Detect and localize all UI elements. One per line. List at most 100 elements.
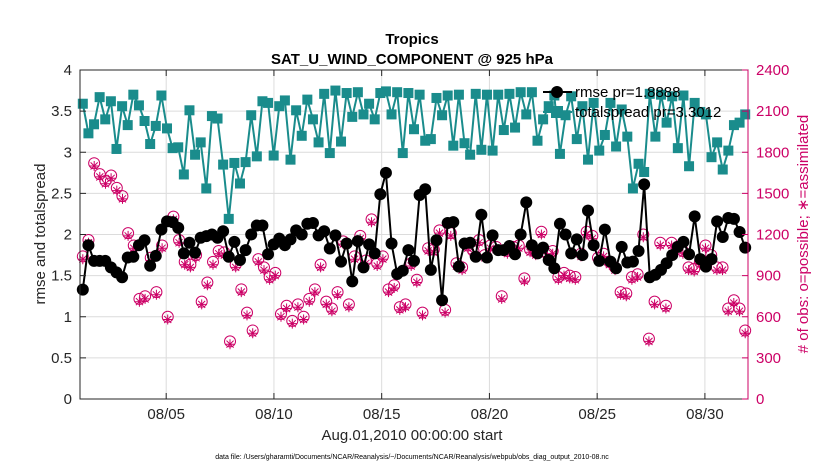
rmse-point	[127, 250, 140, 263]
assimilated-obs-point	[485, 243, 496, 254]
totalspread-point	[386, 109, 397, 120]
assimilated-obs-point	[383, 287, 394, 298]
totalspread-point	[100, 114, 111, 125]
totalspread-point	[571, 134, 582, 145]
rmse-point	[727, 212, 740, 225]
totalspread-point	[167, 143, 178, 154]
axes: 08/05 08/10 08/15 08/20 08/25 08/30 0 0.5 1 1.5 2 2…	[51, 62, 789, 423]
totalspread-point	[431, 92, 442, 103]
totalspread-point	[178, 169, 189, 180]
assimilated-obs-point	[649, 299, 660, 310]
totalspread-point	[330, 85, 341, 96]
rmse-point	[177, 247, 190, 260]
assimilated-obs-point	[304, 296, 315, 307]
y-axis-right-label: # of obs: o=possible; ∗=assimilated	[795, 115, 812, 354]
assimilated-obs-point	[632, 272, 643, 282]
totalspread-point	[678, 90, 689, 101]
assimilated-obs-point	[94, 171, 105, 182]
assimilated-obs-point	[366, 217, 377, 228]
totalspread-point	[510, 122, 521, 133]
assimilated-obs-point	[626, 274, 637, 285]
rmse-point	[76, 283, 89, 296]
totalspread-point	[515, 87, 526, 98]
totalspread-point	[206, 111, 217, 122]
assimilated-obs-point	[106, 173, 117, 184]
assimilated-obs-point	[643, 336, 654, 347]
rmse-point	[340, 237, 353, 250]
totalspread-point	[672, 143, 683, 154]
totalspread-point	[307, 114, 318, 125]
rmse-point	[739, 241, 752, 254]
totalspread-point	[717, 164, 728, 175]
totalspread-point	[532, 135, 543, 146]
assimilated-obs-point	[440, 307, 451, 318]
assimilated-obs-point	[700, 243, 711, 254]
rmse-point	[323, 242, 336, 255]
y-right-tick-label: 1500	[756, 185, 789, 202]
assimilated-obs-point	[372, 261, 383, 271]
totalspread-point	[459, 138, 470, 149]
y-left-tick-label: 1	[64, 309, 72, 326]
rmse-point	[683, 248, 696, 261]
totalspread-point	[504, 88, 515, 99]
rmse-point	[351, 235, 364, 248]
totalspread-point	[162, 123, 173, 134]
totalspread-point	[684, 161, 695, 172]
assimilated-obs-point	[151, 289, 162, 300]
rmse-point	[357, 261, 370, 274]
assimilated-obs-point	[423, 245, 434, 256]
totalspread-point	[324, 148, 335, 159]
rmse-point	[233, 253, 246, 266]
totalspread-point	[274, 101, 285, 112]
assimilated-obs-point	[298, 314, 309, 325]
assimilated-obs-point	[474, 237, 485, 248]
rmse-point	[239, 244, 252, 257]
assimilated-obs-point	[111, 185, 122, 196]
assimilated-obs-point	[196, 299, 207, 310]
assimilated-obs-point	[292, 302, 303, 313]
assimilated-obs-point	[230, 262, 241, 273]
totalspread-point	[599, 129, 610, 140]
totalspread-point	[611, 141, 622, 152]
totalspread-point	[498, 125, 509, 136]
rmse-point	[419, 183, 432, 196]
assimilated-obs-point	[264, 274, 275, 285]
totalspread-point	[583, 154, 594, 165]
x-tick-label: 08/20	[471, 406, 509, 423]
y-left-tick-label: 2.5	[51, 185, 72, 202]
totalspread-point	[577, 101, 588, 112]
totalspread-point	[375, 88, 386, 99]
rmse-point	[217, 225, 230, 238]
assimilated-obs-point	[236, 287, 247, 298]
rmse-point	[711, 215, 724, 228]
totalspread-point	[538, 114, 549, 125]
rmse-point	[632, 244, 645, 257]
y-left-tick-label: 4	[64, 62, 72, 79]
rmse-point	[374, 188, 387, 201]
assimilated-obs-point	[202, 280, 213, 291]
assimilated-obs-point	[389, 283, 400, 293]
y-left-tick-label: 2	[64, 227, 72, 244]
assimilated-obs-point	[287, 318, 298, 329]
rmse-point	[688, 210, 701, 223]
totalspread-point	[190, 149, 201, 160]
rmse-point	[615, 240, 628, 253]
rmse-point	[576, 249, 589, 262]
rmse-point	[408, 254, 420, 267]
rmse-point	[537, 241, 550, 254]
totalspread-point	[111, 143, 122, 154]
rmse-point	[402, 244, 415, 257]
totalspread-point	[89, 119, 100, 130]
totalspread-point	[218, 159, 229, 170]
totalspread-point	[448, 140, 459, 151]
y-left-tick-label: 3.5	[51, 103, 72, 120]
rmse-point	[452, 260, 465, 273]
assimilated-obs-point	[666, 240, 677, 251]
rmse-point	[716, 230, 729, 243]
rmse-point	[486, 229, 499, 242]
assimilated-obs-point	[162, 314, 173, 325]
y-left-tick-label: 0	[64, 391, 72, 408]
rmse-point	[368, 247, 381, 260]
rmse-point	[514, 228, 527, 241]
y-left-tick-label: 0.5	[51, 350, 72, 367]
